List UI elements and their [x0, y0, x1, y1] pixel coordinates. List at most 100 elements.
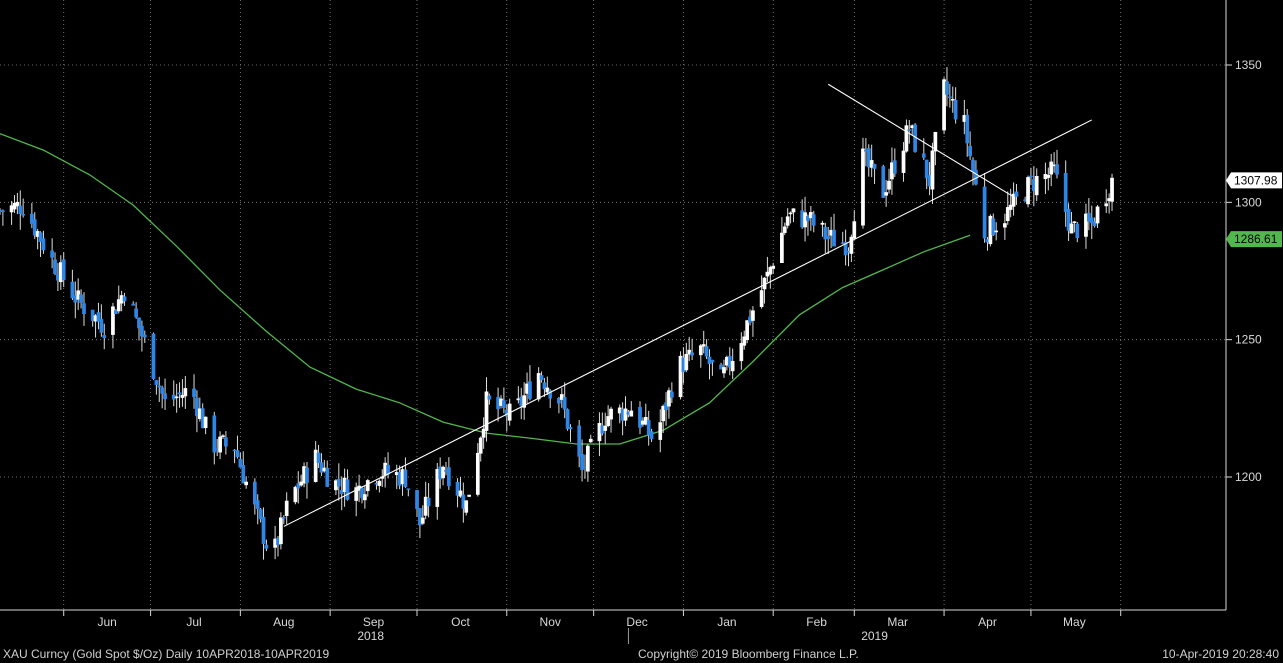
- candle-up: [478, 437, 483, 454]
- candle-up: [1008, 204, 1013, 210]
- candle-up: [420, 517, 425, 524]
- candle-up: [1046, 175, 1051, 178]
- y-axis: 1200 1250 1300 1350 1307.98 1286.61: [1225, 0, 1282, 610]
- candle-up: [522, 395, 527, 408]
- candle-up: [788, 212, 793, 215]
- candle-up: [933, 131, 938, 152]
- candle-up: [722, 367, 726, 374]
- candle-down: [832, 229, 836, 247]
- candle-down: [924, 159, 929, 179]
- candle-up: [771, 265, 776, 269]
- candle-down: [823, 226, 828, 240]
- candle-down: [982, 186, 987, 239]
- candle-up: [441, 466, 445, 479]
- candle-down: [539, 375, 544, 381]
- candle-up: [545, 387, 550, 393]
- candle-up: [1095, 206, 1100, 224]
- candle-up: [111, 306, 115, 335]
- candle-down: [502, 400, 506, 408]
- candle-down: [18, 205, 23, 215]
- candle-down: [872, 163, 877, 169]
- candle-down: [921, 153, 926, 158]
- candle-down: [455, 481, 460, 496]
- candle-up: [221, 435, 225, 437]
- moving-average-tag-label: 1286.61: [1234, 232, 1278, 246]
- candle-up: [852, 221, 857, 239]
- candle-down: [305, 467, 309, 483]
- candle-down: [806, 215, 810, 221]
- candle-down: [157, 385, 162, 388]
- candle-down: [1087, 213, 1091, 222]
- candle-up: [861, 148, 865, 226]
- x-tick-label: Jul: [186, 615, 201, 629]
- candle-down: [968, 145, 972, 157]
- candle-up: [791, 208, 796, 213]
- y-tick-label: 1250: [1235, 333, 1262, 347]
- candle-up: [782, 226, 787, 233]
- price-chart: 1200 1250 1300 1350 1307.98 1286.61 Jun Jul Aug…: [0, 0, 1282, 644]
- candle-down: [319, 462, 324, 473]
- candle-up: [950, 99, 955, 101]
- timestamp: 10-Apr-2019 20:28:40: [1162, 647, 1279, 661]
- candle-up: [484, 391, 489, 431]
- candle-up: [1104, 203, 1109, 207]
- candle-up: [667, 390, 671, 407]
- candle-up: [687, 349, 692, 355]
- candle-down: [151, 333, 156, 380]
- candle-up: [559, 394, 564, 400]
- candle-up: [780, 232, 784, 263]
- grid: [0, 0, 1226, 610]
- moving-average-line: [0, 133, 971, 445]
- candle-down: [258, 509, 263, 520]
- candle-down: [487, 395, 492, 400]
- candle-up: [629, 410, 634, 417]
- candle-down: [177, 392, 182, 395]
- candle-down: [82, 303, 86, 314]
- candle-up: [887, 180, 891, 190]
- candle-down: [339, 490, 344, 495]
- candle-up: [768, 267, 773, 275]
- candle-down: [907, 129, 912, 131]
- candle-down: [212, 415, 217, 453]
- candle-down: [61, 259, 66, 281]
- candle-down: [99, 318, 104, 333]
- candle-up: [820, 222, 825, 225]
- candle-up: [1026, 177, 1030, 205]
- candle-down: [296, 483, 301, 489]
- candle-down: [580, 454, 584, 470]
- x-tick-label: May: [1063, 615, 1086, 629]
- candle-up: [1069, 223, 1074, 234]
- candle-up: [313, 449, 318, 482]
- candle-up: [218, 436, 222, 453]
- candle-down: [1089, 217, 1094, 224]
- candle-up: [244, 481, 249, 486]
- candle-up: [698, 345, 703, 356]
- candle-down: [646, 420, 651, 436]
- candle-up: [1011, 193, 1016, 207]
- chart-footer: XAU Curncy (Gold Spot $/Oz) Daily 10APR2…: [0, 645, 1283, 663]
- candle-down: [826, 236, 831, 239]
- candle-down: [137, 317, 141, 329]
- candle-up: [1005, 207, 1010, 221]
- candle-up: [739, 343, 744, 362]
- candle-down: [403, 469, 408, 488]
- candle-down: [41, 238, 46, 251]
- candle-down: [122, 296, 127, 302]
- candle-down: [163, 393, 167, 400]
- candle-up: [299, 481, 304, 486]
- x-axis: Jun Jul Aug Sep Oct Nov Dec Jan Feb Mar Apr May 2018…: [0, 609, 1226, 644]
- candle-down: [336, 478, 341, 487]
- candle-down: [241, 465, 246, 484]
- candle-up: [901, 150, 906, 173]
- candle-up: [174, 396, 179, 399]
- candle-down: [710, 360, 715, 363]
- candle-down: [281, 516, 286, 519]
- candle-up: [1034, 176, 1039, 196]
- candle-down: [811, 214, 816, 226]
- candle-up: [475, 452, 480, 495]
- candle-down: [542, 382, 547, 390]
- candle-up: [1110, 177, 1114, 202]
- candle-down: [131, 303, 136, 306]
- candle-up: [658, 422, 663, 440]
- moving-average-tag: 1286.61: [1226, 231, 1282, 248]
